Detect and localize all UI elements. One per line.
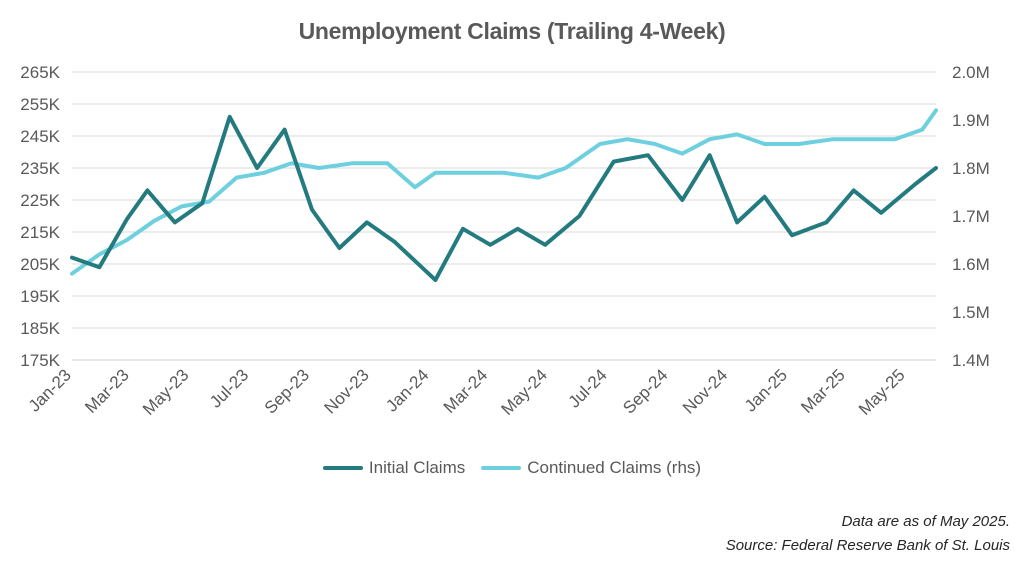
y-left-tick-label: 225K bbox=[20, 191, 60, 210]
y-left-tick-label: 255K bbox=[20, 95, 60, 114]
y-left-tick-label: 185K bbox=[20, 319, 60, 338]
legend: Initial Claims Continued Claims (rhs) bbox=[0, 458, 1024, 478]
legend-item-continued-claims: Continued Claims (rhs) bbox=[481, 458, 701, 478]
series-line-initial-claims bbox=[70, 114, 938, 282]
x-tick-label: Mar-25 bbox=[797, 365, 849, 417]
y-left-tick-label: 215K bbox=[20, 223, 60, 242]
x-tick-label: May-24 bbox=[498, 365, 552, 419]
x-tick-label: Nov-24 bbox=[679, 365, 731, 417]
y-right-tick-label: 1.5M bbox=[952, 303, 990, 322]
y-right-tick-label: 2.0M bbox=[952, 63, 990, 82]
y-left-tick-label: 245K bbox=[20, 127, 60, 146]
x-tick-label: May-25 bbox=[855, 365, 909, 419]
y-right-tick-label: 1.8M bbox=[952, 159, 990, 178]
x-tick-label: Mar-23 bbox=[81, 365, 133, 417]
x-tick-label: Jan-25 bbox=[741, 365, 791, 415]
x-tick-label: Jul-24 bbox=[565, 365, 611, 411]
y-right-tick-label: 1.6M bbox=[952, 255, 990, 274]
series-line-continued-claims bbox=[70, 108, 938, 276]
y-right-tick-label: 1.7M bbox=[952, 207, 990, 226]
y-right-tick-label: 1.4M bbox=[952, 351, 990, 370]
source-note: Source: Federal Reserve Bank of St. Loui… bbox=[725, 537, 1010, 554]
x-tick-label: Mar-24 bbox=[440, 365, 492, 417]
y-left-tick-label: 205K bbox=[20, 255, 60, 274]
y-right-tick-label: 1.9M bbox=[952, 111, 990, 130]
x-tick-label: Sep-24 bbox=[619, 365, 671, 417]
chart-title: Unemployment Claims (Trailing 4-Week) bbox=[298, 18, 726, 44]
y-left-tick-label: 175K bbox=[20, 351, 60, 370]
x-tick-label: Nov-23 bbox=[321, 365, 373, 417]
legend-swatch-initial-claims bbox=[322, 466, 363, 470]
legend-label-initial-claims: Initial Claims bbox=[368, 458, 466, 477]
data-as-of-note: Data are as of May 2025. bbox=[841, 513, 1010, 530]
legend-label-continued-claims: Continued Claims (rhs) bbox=[527, 458, 702, 477]
legend-swatch-continued-claims bbox=[481, 466, 522, 470]
x-tick-label: Jul-23 bbox=[206, 365, 252, 411]
y-left-tick-label: 195K bbox=[20, 287, 60, 306]
x-tick-label: Jan-23 bbox=[25, 365, 75, 415]
x-tick-label: Jan-24 bbox=[382, 365, 432, 415]
y-left-tick-label: 265K bbox=[20, 63, 60, 82]
legend-item-initial-claims: Initial Claims bbox=[322, 458, 466, 478]
y-left-tick-label: 235K bbox=[20, 159, 60, 178]
x-tick-label: May-23 bbox=[139, 365, 193, 419]
footnote: Data are as of May 2025. Source: Federal… bbox=[726, 510, 1010, 558]
x-tick-label: Sep-23 bbox=[261, 365, 313, 417]
